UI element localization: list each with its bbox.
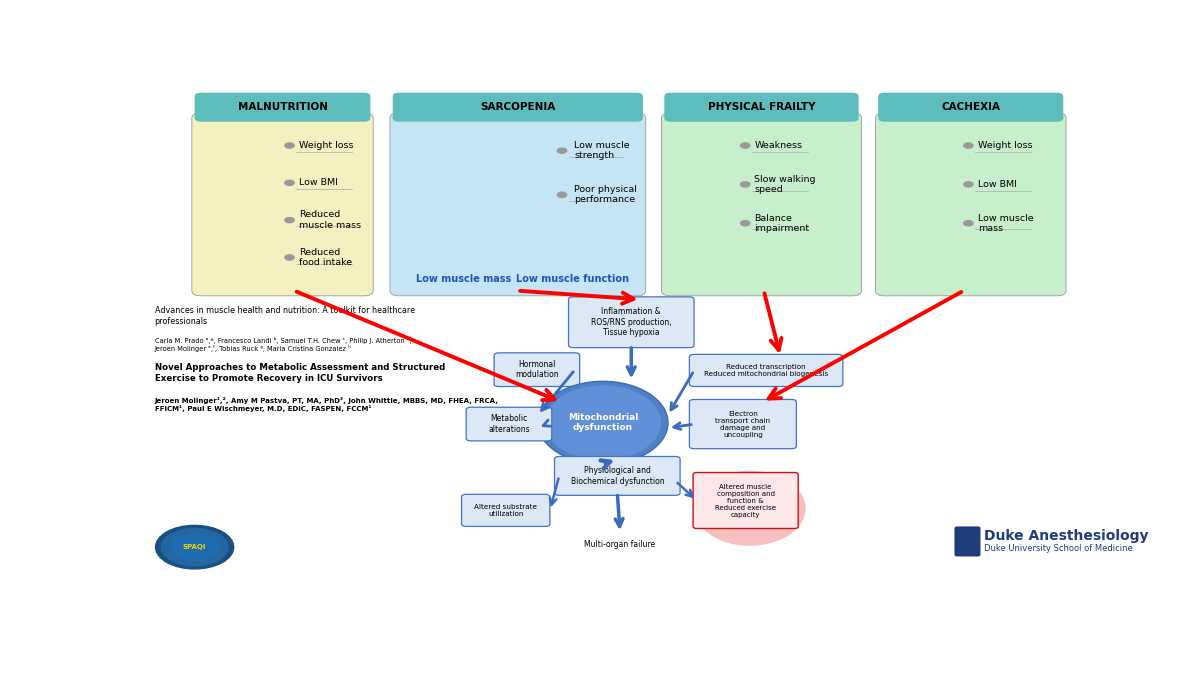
Circle shape: [740, 182, 750, 187]
Text: Low BMI: Low BMI: [978, 180, 1016, 189]
Circle shape: [964, 143, 973, 148]
Text: Low muscle mass: Low muscle mass: [415, 275, 511, 285]
Circle shape: [740, 143, 750, 148]
Text: Low muscle
strength: Low muscle strength: [574, 141, 630, 160]
Text: Hormonal
modulation: Hormonal modulation: [515, 360, 559, 380]
Text: Weight loss: Weight loss: [978, 141, 1032, 150]
Text: Weight loss: Weight loss: [299, 141, 353, 150]
Text: MALNUTRITION: MALNUTRITION: [238, 102, 328, 112]
Ellipse shape: [545, 385, 661, 460]
FancyBboxPatch shape: [390, 113, 646, 296]
Text: Metabolic
alterations: Metabolic alterations: [488, 415, 529, 434]
FancyBboxPatch shape: [694, 472, 798, 528]
FancyBboxPatch shape: [494, 353, 580, 386]
Circle shape: [284, 255, 294, 260]
Circle shape: [964, 182, 973, 187]
Circle shape: [156, 526, 234, 569]
FancyBboxPatch shape: [466, 407, 552, 441]
Text: SARCOPENIA: SARCOPENIA: [480, 102, 556, 112]
Text: Reduced transcription
Reduced mitochondrial biogenesis: Reduced transcription Reduced mitochondr…: [704, 364, 828, 377]
FancyBboxPatch shape: [194, 93, 371, 122]
FancyBboxPatch shape: [462, 494, 550, 526]
Circle shape: [170, 534, 218, 561]
Text: Novel Approaches to Metabolic Assessment and Structured
Exercise to Promote Reco: Novel Approaches to Metabolic Assessment…: [155, 363, 445, 382]
FancyBboxPatch shape: [192, 113, 373, 296]
Text: Low muscle function: Low muscle function: [516, 275, 629, 285]
Ellipse shape: [694, 470, 805, 546]
FancyBboxPatch shape: [954, 526, 980, 557]
Text: Advances in muscle health and nutrition: A toolkit for healthcare
professionals: Advances in muscle health and nutrition:…: [155, 306, 415, 326]
Text: Poor physical
performance: Poor physical performance: [574, 185, 637, 205]
Text: Reduced
food intake: Reduced food intake: [299, 248, 352, 267]
Text: Low muscle
mass: Low muscle mass: [978, 213, 1033, 233]
Text: Multi-organ failure: Multi-organ failure: [584, 540, 655, 548]
Text: Physiological and
Biochemical dysfunction: Physiological and Biochemical dysfunctio…: [570, 466, 664, 486]
FancyBboxPatch shape: [554, 456, 680, 495]
Text: Duke University School of Medicine: Duke University School of Medicine: [984, 544, 1133, 553]
Text: CACHEXIA: CACHEXIA: [941, 102, 1001, 112]
FancyBboxPatch shape: [569, 297, 694, 348]
Text: SPAQI: SPAQI: [182, 544, 206, 550]
FancyBboxPatch shape: [689, 355, 842, 386]
Text: PHYSICAL FRAILTY: PHYSICAL FRAILTY: [708, 102, 815, 112]
Circle shape: [557, 148, 566, 153]
Circle shape: [740, 221, 750, 226]
Text: Balance
impairment: Balance impairment: [755, 213, 810, 233]
Circle shape: [964, 221, 973, 226]
Text: Reduced
muscle mass: Reduced muscle mass: [299, 211, 361, 230]
Text: Altered substrate
utilization: Altered substrate utilization: [474, 504, 538, 517]
FancyBboxPatch shape: [878, 93, 1063, 122]
Ellipse shape: [538, 382, 668, 464]
FancyBboxPatch shape: [689, 400, 797, 449]
Text: Slow walking
speed: Slow walking speed: [755, 175, 816, 194]
Text: Mitochondrial
dysfunction: Mitochondrial dysfunction: [568, 413, 638, 433]
Text: Inflammation &
ROS/RNS production,
Tissue hypoxia: Inflammation & ROS/RNS production, Tissu…: [590, 308, 672, 337]
Text: Low BMI: Low BMI: [299, 178, 337, 187]
Circle shape: [284, 180, 294, 186]
Circle shape: [161, 528, 228, 566]
Text: Carla M. Prado ᵃ,*, Francesco Landi ᵇ, Samuel T.H. Chew ᶜ, Philip J. Atherton ᵈ,: Carla M. Prado ᵃ,*, Francesco Landi ᵇ, S…: [155, 337, 412, 353]
Text: Duke Anesthesiology: Duke Anesthesiology: [984, 529, 1148, 542]
FancyBboxPatch shape: [661, 113, 862, 296]
FancyBboxPatch shape: [876, 113, 1066, 296]
FancyBboxPatch shape: [665, 93, 859, 122]
Text: Electron
transport chain
damage and
uncoupling: Electron transport chain damage and unco…: [715, 411, 770, 437]
FancyBboxPatch shape: [392, 93, 643, 122]
Text: Jeroen Molinger¹,², Amy M Pastva, PT, MA, PhD³, John Whittle, MBBS, MD, FHEA, FR: Jeroen Molinger¹,², Amy M Pastva, PT, MA…: [155, 397, 498, 412]
Text: Altered muscle
composition and
function &
Reduced exercise
capacity: Altered muscle composition and function …: [715, 483, 776, 518]
Circle shape: [557, 192, 566, 197]
Circle shape: [284, 217, 294, 223]
Circle shape: [284, 143, 294, 148]
Text: Weakness: Weakness: [755, 141, 803, 150]
